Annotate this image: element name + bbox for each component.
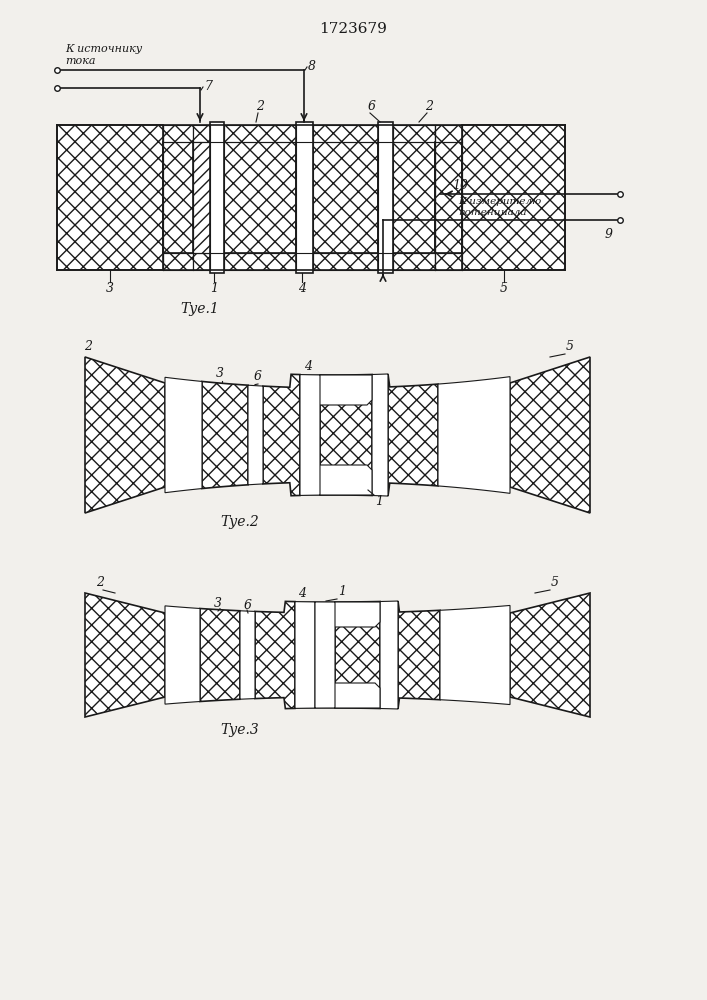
- Polygon shape: [163, 253, 193, 270]
- Polygon shape: [57, 125, 163, 270]
- Polygon shape: [85, 593, 165, 717]
- Polygon shape: [263, 374, 300, 496]
- Polygon shape: [248, 385, 263, 485]
- Polygon shape: [163, 125, 193, 142]
- Text: 5: 5: [500, 282, 508, 295]
- Text: К измерителю
потенциала: К измерителю потенциала: [458, 197, 542, 216]
- Polygon shape: [193, 142, 210, 253]
- Text: Τуе.3: Τуе.3: [221, 723, 259, 737]
- Polygon shape: [510, 593, 590, 717]
- Polygon shape: [510, 357, 590, 513]
- Polygon shape: [224, 142, 296, 253]
- Polygon shape: [210, 122, 224, 273]
- Polygon shape: [163, 142, 193, 253]
- Polygon shape: [398, 601, 440, 709]
- Polygon shape: [435, 253, 462, 270]
- Polygon shape: [393, 253, 435, 270]
- Text: 2: 2: [96, 576, 104, 589]
- Polygon shape: [165, 377, 202, 493]
- Polygon shape: [300, 465, 372, 495]
- Polygon shape: [313, 253, 378, 270]
- Polygon shape: [202, 381, 248, 489]
- Polygon shape: [313, 125, 378, 142]
- Polygon shape: [224, 125, 296, 142]
- Text: 1: 1: [210, 282, 218, 295]
- Text: 8: 8: [308, 60, 316, 73]
- Polygon shape: [313, 142, 378, 253]
- Polygon shape: [295, 683, 380, 708]
- Polygon shape: [378, 122, 393, 273]
- Polygon shape: [200, 608, 240, 702]
- Text: 9: 9: [605, 228, 613, 241]
- Polygon shape: [438, 377, 510, 493]
- Polygon shape: [320, 374, 372, 496]
- Text: 1: 1: [338, 585, 346, 598]
- Polygon shape: [435, 142, 462, 253]
- Polygon shape: [372, 374, 388, 496]
- Polygon shape: [295, 602, 380, 627]
- Text: 10: 10: [452, 179, 468, 192]
- Polygon shape: [240, 611, 255, 699]
- Polygon shape: [315, 602, 335, 708]
- Text: 6: 6: [254, 370, 262, 383]
- Polygon shape: [380, 601, 398, 709]
- Text: К источнику
тока: К источнику тока: [65, 44, 142, 66]
- Polygon shape: [296, 122, 313, 273]
- Text: 1723679: 1723679: [319, 22, 387, 36]
- Text: 2: 2: [84, 340, 92, 353]
- Polygon shape: [300, 375, 372, 405]
- Polygon shape: [435, 125, 462, 142]
- Polygon shape: [224, 253, 296, 270]
- Polygon shape: [388, 374, 438, 496]
- Text: 2: 2: [425, 100, 433, 113]
- Polygon shape: [393, 142, 435, 253]
- Polygon shape: [255, 601, 295, 709]
- Text: Τуе.2: Τуе.2: [221, 515, 259, 529]
- Polygon shape: [440, 605, 510, 705]
- Polygon shape: [335, 601, 380, 708]
- Text: 3: 3: [106, 282, 114, 295]
- Polygon shape: [393, 125, 435, 142]
- Polygon shape: [193, 125, 210, 142]
- Polygon shape: [85, 357, 165, 513]
- Text: 3: 3: [216, 367, 224, 380]
- Text: 6: 6: [244, 599, 252, 612]
- Polygon shape: [295, 602, 315, 708]
- Text: 4: 4: [304, 360, 312, 373]
- Polygon shape: [165, 606, 200, 704]
- Text: 2: 2: [256, 100, 264, 113]
- Text: Τуе.1: Τуе.1: [180, 302, 219, 316]
- Text: 4: 4: [298, 282, 306, 295]
- Text: 4: 4: [298, 587, 306, 600]
- Text: 1: 1: [375, 495, 383, 508]
- Polygon shape: [193, 253, 210, 270]
- Text: 5: 5: [551, 576, 559, 589]
- Text: 3: 3: [214, 597, 222, 610]
- Polygon shape: [462, 125, 565, 270]
- Text: 6: 6: [368, 100, 376, 113]
- Text: 5: 5: [566, 340, 574, 353]
- Polygon shape: [300, 375, 320, 495]
- Text: 7: 7: [204, 80, 212, 93]
